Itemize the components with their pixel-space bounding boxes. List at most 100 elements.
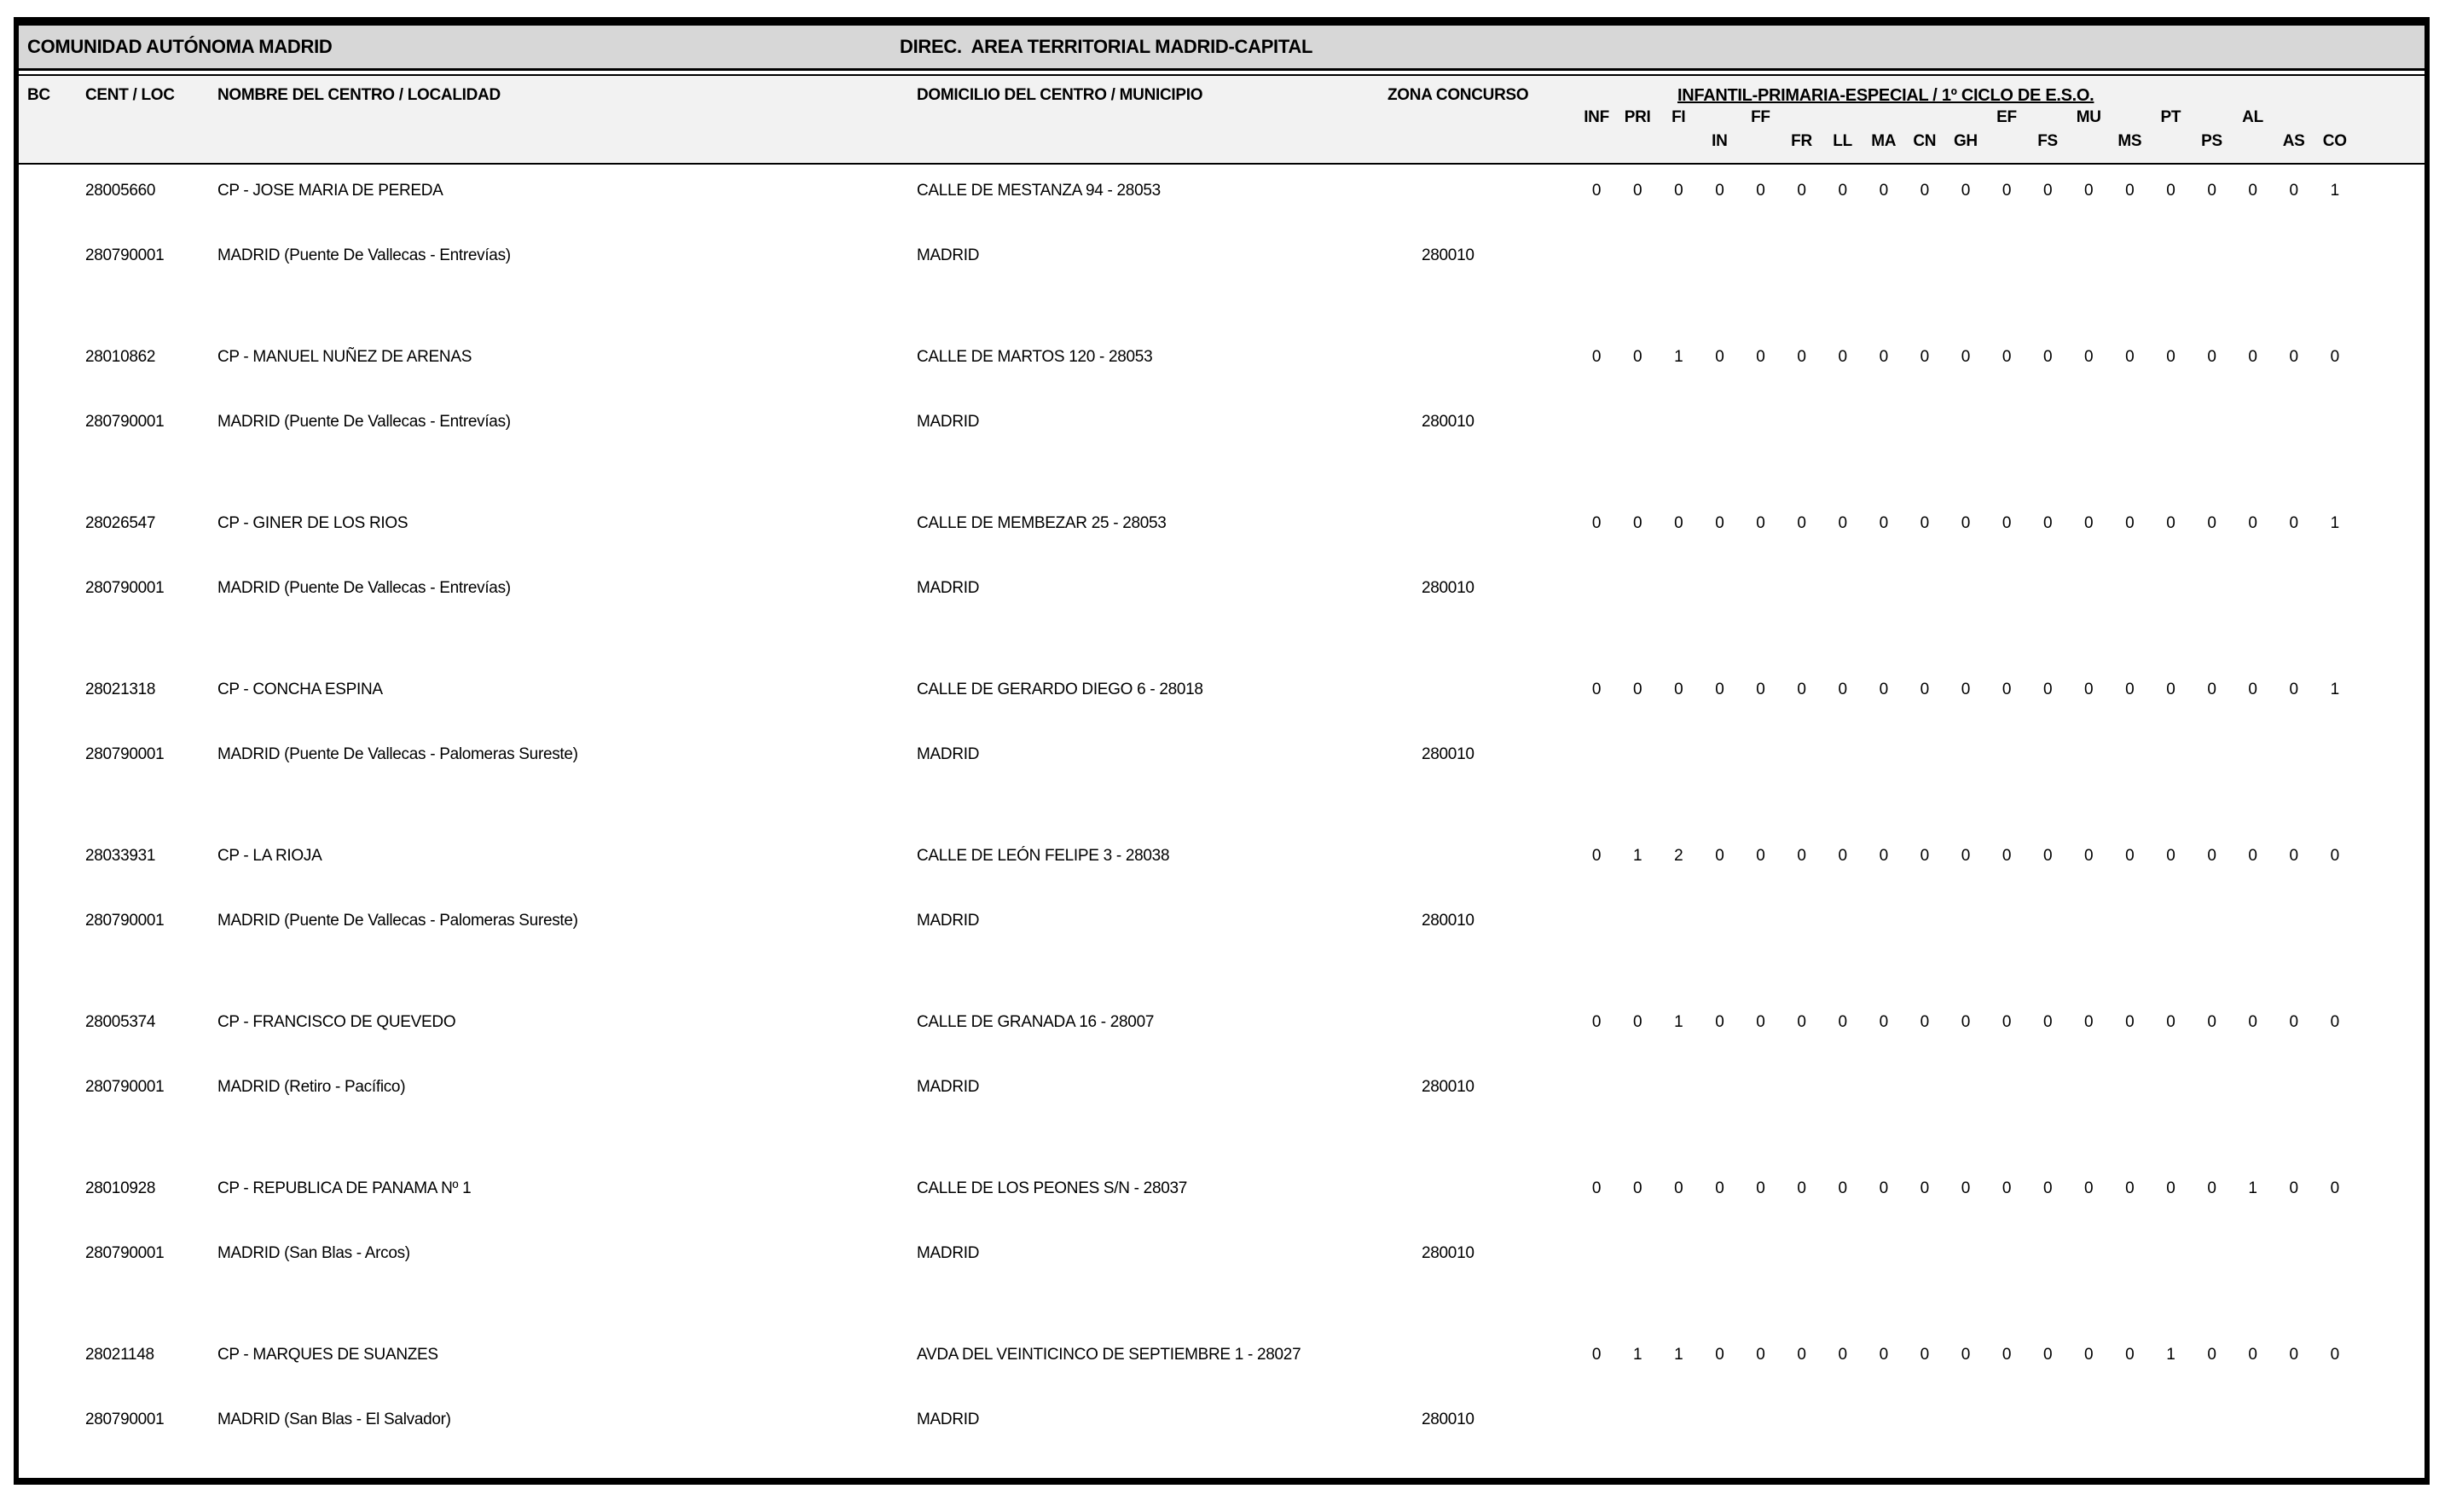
locality-name: MADRID (Puente De Vallecas - Palomeras S…	[217, 745, 578, 763]
subject-value: 0	[2289, 348, 2299, 366]
subject-value: 0	[2330, 1179, 2340, 1197]
locality-code: 280790001	[85, 1078, 165, 1096]
center-code: 28005660	[85, 182, 156, 200]
locality-name: MADRID (Retiro - Pacífico)	[217, 1078, 406, 1096]
subject-value: 0	[1838, 182, 1847, 200]
subject-value: 0	[2207, 348, 2216, 366]
subject-values: 0 1 1 0 0 0 0 0 0 0 0 0 0 0 1 0 0 0 0	[1576, 1346, 2355, 1364]
subject-value: 0	[2125, 681, 2135, 698]
subject-value: 1	[1674, 1013, 1683, 1031]
subject-value: 0	[1838, 681, 1847, 698]
subject-value: 0	[1920, 1346, 1930, 1364]
subject-col-header-cn	[1904, 108, 1945, 127]
subject-value: 0	[2002, 1179, 2012, 1197]
subject-col-header-ms: MS	[2117, 132, 2142, 150]
subject-value: 0	[1756, 847, 1765, 865]
center-code: 28033931	[85, 847, 156, 865]
subject-value: 0	[1756, 514, 1765, 532]
subject-value: 0	[2002, 514, 2012, 532]
subject-value: 0	[2125, 1013, 2135, 1031]
subject-value: 0	[1591, 1179, 1602, 1197]
subject-value: 0	[2084, 1346, 2094, 1364]
record-line-center: 28021148 CP - MARQUES DE SUANZES AVDA DE…	[19, 1346, 2425, 1366]
subject-value: 0	[2207, 1179, 2216, 1197]
subject-value: 0	[2289, 847, 2299, 865]
subject-values: 0 0 0 0 0 0 0 0 0 0 0 0 0 0 0 0 0 0 1	[1576, 681, 2355, 699]
subject-col-header-inf: INF	[1584, 108, 1609, 126]
subject-value: 0	[1756, 182, 1765, 200]
subject-col-header-pt: PT	[2160, 108, 2181, 126]
subject-value: 0	[2002, 1346, 2012, 1364]
title-band: COMUNIDAD AUTÓNOMA MADRID DIREC. AREA TE…	[19, 26, 2425, 71]
center-address: CALLE DE LEÓN FELIPE 3 - 28038	[917, 847, 1170, 865]
subject-value: 0	[1961, 1179, 1971, 1197]
subject-header-row-bottom: IN FR LL MA CN GH FS MS PS AS CO	[1576, 132, 2355, 151]
subject-value: 0	[1961, 348, 1971, 366]
subject-value: 0	[2289, 681, 2299, 698]
subject-value: 1	[2330, 182, 2340, 200]
record-line-locality: 280790001 MADRID (Retiro - Pacífico) MAD…	[19, 1078, 2425, 1098]
subject-value: 1	[2330, 681, 2340, 698]
subject-value: 0	[2084, 514, 2094, 532]
subject-value: 0	[2248, 1346, 2257, 1364]
subject-value: 0	[2125, 182, 2135, 200]
subject-col-header-ef	[1986, 132, 2027, 151]
table-header: BC CENT / LOC NOMBRE DEL CENTRO / LOCALI…	[19, 76, 2425, 165]
subject-value: 0	[2207, 514, 2216, 532]
subject-value: 1	[2166, 1346, 2175, 1364]
subject-col-header-as: AS	[2282, 132, 2305, 150]
subject-value: 0	[2084, 1013, 2094, 1031]
subject-value: 0	[2042, 348, 2053, 366]
subject-value: 0	[2207, 1013, 2216, 1031]
subject-value: 0	[1756, 1346, 1765, 1364]
locality-name: MADRID (Puente De Vallecas - Entrevías)	[217, 246, 511, 264]
subject-value: 0	[2042, 514, 2053, 532]
locality-code: 280790001	[85, 413, 165, 431]
subject-value: 0	[1591, 348, 1602, 366]
record-line-center: 28021318 CP - CONCHA ESPINA CALLE DE GER…	[19, 681, 2425, 701]
subject-col-header-fs: FS	[2037, 132, 2058, 150]
subject-col-header-ff	[1740, 132, 1781, 151]
subject-col-header-inf	[1576, 132, 1617, 151]
subject-value: 0	[2166, 514, 2175, 532]
subject-value: 0	[1674, 182, 1683, 200]
municipality: MADRID	[917, 912, 980, 930]
zone-code: 280010	[1422, 246, 1474, 264]
locality-name: MADRID (Puente De Vallecas - Entrevías)	[217, 413, 511, 431]
subject-value: 0	[1879, 182, 1889, 200]
subject-value: 0	[1961, 1013, 1971, 1031]
zone-code: 280010	[1422, 1078, 1474, 1096]
subject-value: 0	[2166, 182, 2175, 200]
subject-value: 0	[2330, 1346, 2340, 1364]
subject-col-header-ps	[2191, 108, 2232, 127]
center-code: 28021148	[85, 1346, 154, 1364]
subject-header-row-top: INF PRI FI FF EF MU PT AL	[1576, 108, 2355, 127]
subject-col-header-ll	[1822, 108, 1863, 127]
subject-value: 0	[1838, 348, 1847, 366]
subject-value: 0	[1961, 514, 1971, 532]
municipality: MADRID	[917, 1078, 980, 1096]
subject-value: 1	[1674, 1346, 1683, 1364]
center-name: CP - REPUBLICA DE PANAMA Nº 1	[217, 1179, 472, 1197]
subject-values: 0 0 0 0 0 0 0 0 0 0 0 0 0 0 0 0 0 0 1	[1576, 182, 2355, 200]
subject-value: 0	[1756, 1179, 1765, 1197]
subject-value: 1	[2248, 1179, 2257, 1197]
subject-value: 0	[1591, 1346, 1602, 1364]
subject-value: 0	[2125, 1346, 2135, 1364]
subject-value: 0	[1797, 182, 1806, 200]
subject-value: 0	[1674, 1179, 1683, 1197]
subject-value: 1	[2330, 514, 2340, 532]
subject-col-header-mu: MU	[2076, 108, 2101, 126]
subject-value: 0	[1838, 514, 1847, 532]
center-code: 28021318	[85, 681, 156, 698]
subject-col-header-pt	[2150, 132, 2191, 151]
subject-value: 0	[1591, 681, 1602, 698]
record-line-locality: 280790001 MADRID (Puente De Vallecas - P…	[19, 912, 2425, 932]
subject-value: 0	[1715, 182, 1724, 200]
subject-value: 0	[2084, 182, 2094, 200]
subject-value: 0	[1879, 681, 1889, 698]
subject-col-header-pri	[1617, 132, 1658, 151]
subject-col-header-cn: CN	[1913, 132, 1937, 150]
subject-value: 0	[1961, 1346, 1971, 1364]
record-line-center: 28033931 CP - LA RIOJA CALLE DE LEÓN FEL…	[19, 847, 2425, 867]
